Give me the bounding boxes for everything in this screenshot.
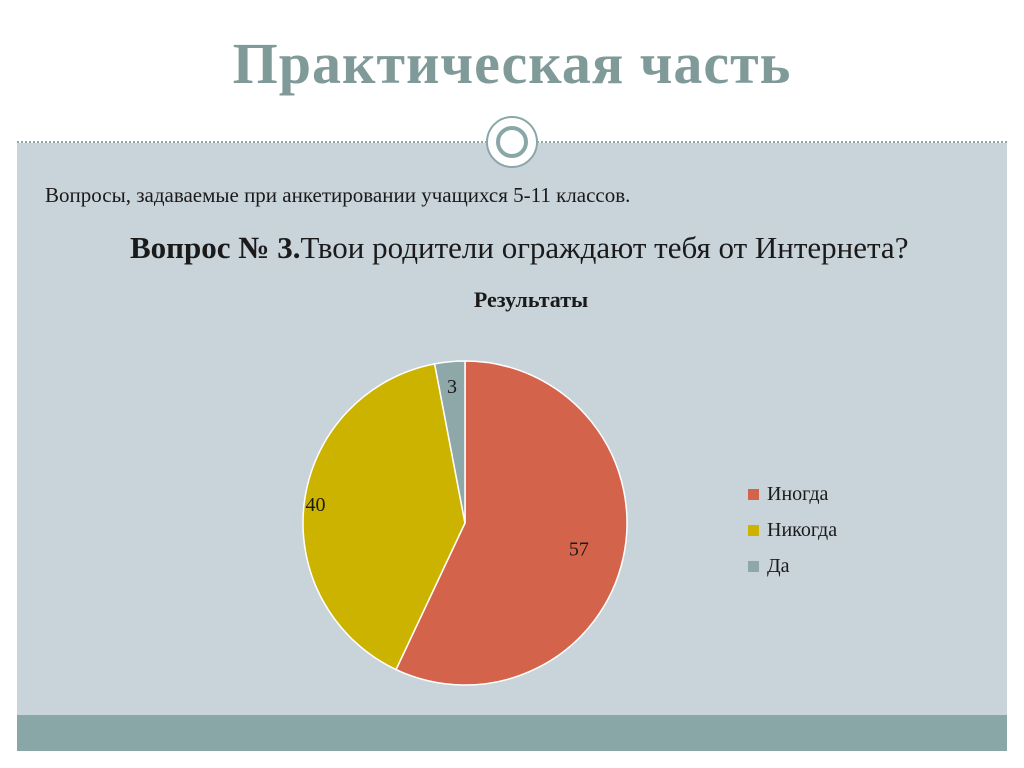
pie-slice-3 <box>433 360 466 524</box>
question-body: Твои родители ограждают тебя от Интернет… <box>300 230 909 265</box>
chart-title: Результаты <box>473 287 589 312</box>
footer-band <box>17 715 1007 751</box>
legend-label: Никогда <box>767 518 838 541</box>
slice-data-label: 3 <box>447 376 457 398</box>
legend-label: Да <box>767 554 790 577</box>
legend-item: Да <box>748 548 837 584</box>
slice-data-label: 40 <box>306 494 326 516</box>
legend-swatch <box>748 488 759 500</box>
question-text: Вопрос № 3.Твои родители ограждают тебя … <box>45 226 945 270</box>
circle-ornament-icon <box>486 116 538 168</box>
pie-slice-1 <box>395 360 628 686</box>
slide-title: Практическая часть <box>232 31 792 96</box>
circle-ornament-inner <box>496 126 528 158</box>
legend-item: Иногда <box>748 476 837 512</box>
legend-swatch <box>748 524 759 536</box>
pie-slice-2 <box>302 362 466 671</box>
survey-subtitle: Вопросы, задаваемые при анкетировании уч… <box>45 183 631 207</box>
slice-data-label: 57 <box>569 538 589 560</box>
question-label: Вопрос № 3. <box>130 230 301 265</box>
legend-swatch <box>748 560 759 572</box>
chart-legend: Иногда Никогда Да <box>748 476 837 584</box>
legend-item: Никогда <box>748 512 837 548</box>
legend-label: Иногда <box>767 482 829 505</box>
